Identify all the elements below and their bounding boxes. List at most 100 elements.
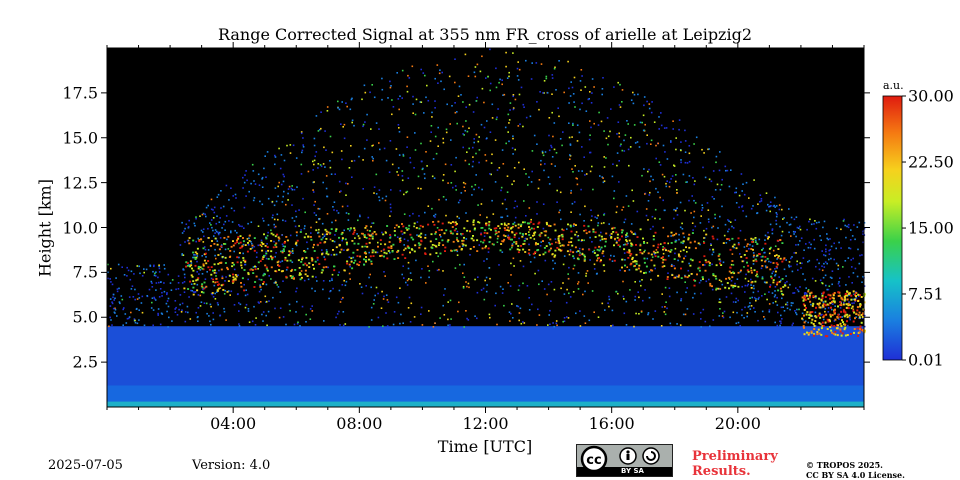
noise-pixel	[750, 267, 752, 269]
noise-pixel	[589, 236, 591, 239]
noise-pixel	[507, 282, 509, 284]
noise-pixel	[675, 137, 677, 139]
low-cloud-pixel	[822, 325, 825, 327]
cirrus-pixel	[211, 292, 214, 294]
noise-pixel	[796, 263, 798, 266]
noise-pixel	[217, 232, 220, 234]
low-cloud-pixel	[802, 299, 805, 302]
noise-pixel	[618, 160, 620, 162]
noise-pixel	[389, 80, 391, 83]
noise-pixel	[699, 311, 702, 314]
noise-pixel	[385, 312, 387, 314]
noise-pixel	[667, 242, 669, 245]
low-cloud-pixel	[808, 313, 811, 316]
noise-pixel	[501, 83, 503, 86]
noise-pixel	[146, 295, 148, 297]
cirrus-pixel	[270, 250, 273, 253]
noise-pixel	[471, 165, 474, 168]
noise-pixel	[195, 217, 197, 220]
noise-pixel	[262, 220, 265, 222]
noise-pixel	[522, 265, 525, 268]
noise-pixel	[802, 257, 805, 259]
noise-pixel	[719, 260, 722, 262]
noise-pixel	[238, 224, 240, 226]
noise-pixel	[673, 234, 676, 236]
noise-pixel	[223, 310, 226, 313]
noise-pixel	[566, 288, 568, 291]
noise-pixel	[795, 311, 797, 314]
noise-pixel	[341, 284, 344, 286]
cirrus-pixel	[216, 290, 219, 292]
noise-pixel	[112, 307, 115, 310]
noise-pixel	[406, 190, 409, 193]
noise-pixel	[230, 230, 232, 232]
cirrus-pixel	[449, 230, 452, 233]
noise-pixel	[468, 103, 471, 106]
noise-pixel	[804, 320, 807, 322]
noise-pixel	[391, 163, 394, 166]
noise-pixel	[325, 187, 328, 190]
noise-pixel	[807, 246, 810, 249]
noise-pixel	[580, 188, 582, 191]
noise-pixel	[438, 198, 440, 201]
cirrus-pixel	[253, 249, 256, 252]
low-cloud-pixel	[826, 335, 829, 338]
noise-pixel	[504, 126, 507, 129]
noise-pixel	[608, 305, 610, 308]
cirrus-pixel	[664, 258, 667, 261]
noise-pixel	[550, 300, 552, 302]
noise-pixel	[700, 318, 702, 320]
noise-pixel	[573, 101, 575, 103]
cirrus-pixel	[783, 257, 786, 260]
cirrus-pixel	[234, 277, 237, 280]
low-cloud-pixel	[803, 309, 806, 311]
noise-pixel	[527, 184, 529, 186]
cirrus-pixel	[709, 284, 712, 287]
noise-pixel	[650, 278, 652, 281]
cirrus-pixel	[520, 245, 522, 247]
noise-pixel	[495, 118, 498, 121]
cirrus-pixel	[722, 242, 725, 244]
low-cloud-pixel	[824, 296, 827, 298]
noise-pixel	[233, 250, 235, 253]
cirrus-pixel	[756, 270, 759, 273]
noise-pixel	[155, 271, 157, 273]
cirrus-pixel	[708, 264, 711, 267]
noise-pixel	[148, 288, 151, 291]
noise-pixel	[196, 283, 199, 286]
noise-pixel	[807, 321, 809, 324]
cirrus-pixel	[382, 233, 385, 236]
noise-pixel	[731, 225, 733, 228]
noise-pixel	[682, 173, 685, 176]
noise-pixel	[517, 125, 520, 127]
low-cloud-pixel	[864, 329, 866, 332]
noise-pixel	[450, 182, 453, 184]
cirrus-pixel	[752, 248, 754, 251]
noise-pixel	[516, 67, 519, 70]
noise-pixel	[702, 166, 704, 169]
noise-pixel	[471, 194, 473, 196]
low-cloud-pixel	[846, 316, 849, 319]
cirrus-pixel	[513, 233, 516, 236]
cirrus-pixel	[198, 266, 201, 269]
noise-pixel	[594, 216, 596, 218]
noise-pixel	[489, 89, 491, 92]
cirrus-pixel	[286, 266, 289, 269]
noise-pixel	[654, 310, 657, 312]
cirrus-pixel	[720, 264, 723, 266]
cirrus-pixel	[769, 246, 772, 249]
cirrus-pixel	[212, 269, 214, 272]
noise-pixel	[216, 196, 219, 198]
noise-pixel	[703, 237, 705, 239]
cirrus-pixel	[754, 280, 757, 283]
cirrus-pixel	[365, 225, 368, 227]
noise-pixel	[678, 233, 680, 236]
noise-pixel	[408, 215, 411, 217]
cirrus-pixel	[666, 276, 669, 278]
cirrus-pixel	[365, 242, 368, 245]
cirrus-pixel	[212, 278, 215, 281]
noise-pixel	[660, 325, 663, 327]
noise-pixel	[778, 208, 781, 211]
cirrus-pixel	[528, 226, 530, 228]
noise-pixel	[743, 246, 746, 248]
